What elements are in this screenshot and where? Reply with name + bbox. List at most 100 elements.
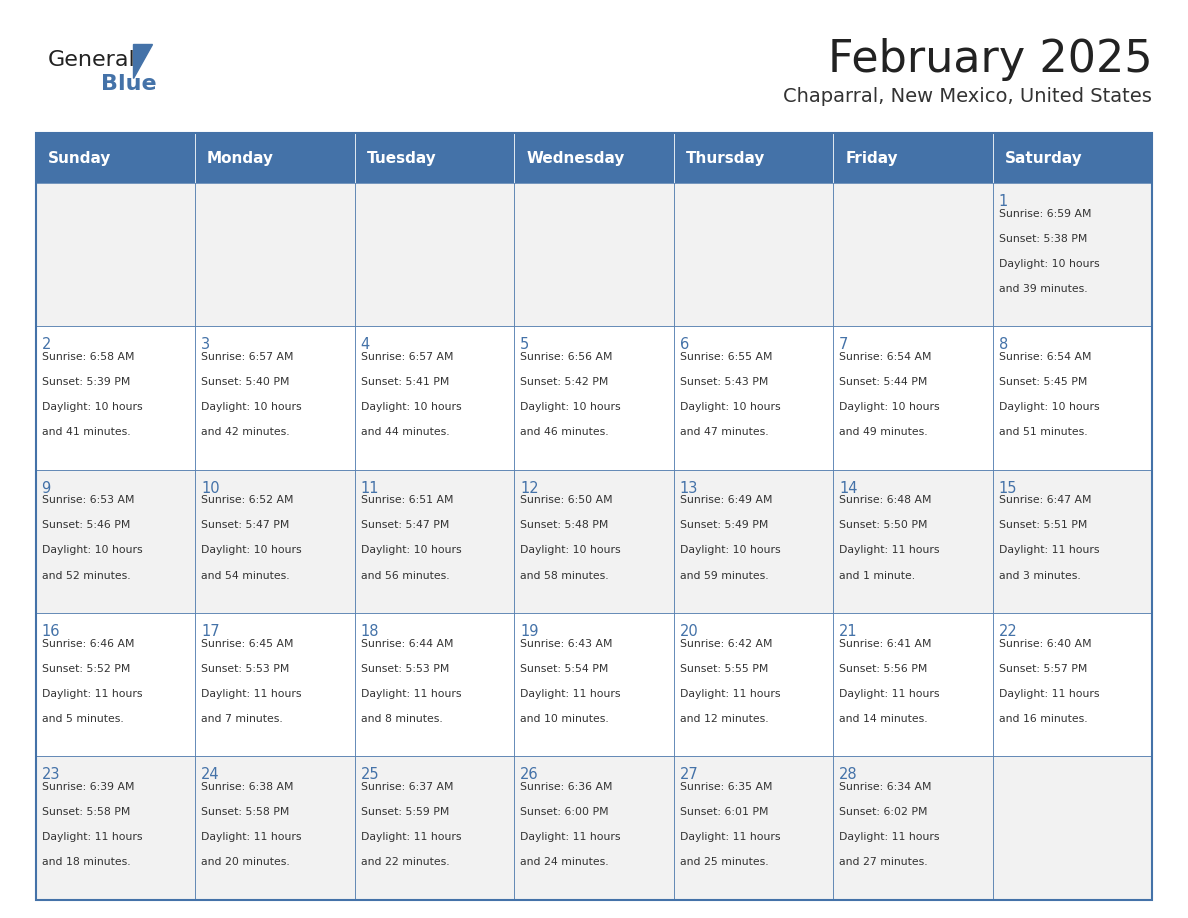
- Text: Sunrise: 6:43 AM: Sunrise: 6:43 AM: [520, 639, 613, 649]
- Text: 13: 13: [680, 481, 699, 496]
- Text: Daylight: 10 hours: Daylight: 10 hours: [839, 402, 940, 412]
- Text: February 2025: February 2025: [828, 39, 1152, 81]
- Text: 11: 11: [361, 481, 379, 496]
- Text: and 12 minutes.: and 12 minutes.: [680, 714, 769, 724]
- Text: and 22 minutes.: and 22 minutes.: [361, 857, 449, 868]
- Text: and 44 minutes.: and 44 minutes.: [361, 427, 449, 437]
- Text: Sunrise: 6:39 AM: Sunrise: 6:39 AM: [42, 782, 134, 792]
- Bar: [674, 613, 833, 756]
- Text: Daylight: 11 hours: Daylight: 11 hours: [42, 688, 143, 699]
- Text: 7: 7: [839, 337, 848, 353]
- Text: Sunrise: 6:55 AM: Sunrise: 6:55 AM: [680, 352, 772, 362]
- Text: Daylight: 11 hours: Daylight: 11 hours: [999, 545, 1099, 555]
- Text: and 10 minutes.: and 10 minutes.: [520, 714, 609, 724]
- Text: Sunset: 5:49 PM: Sunset: 5:49 PM: [680, 521, 769, 531]
- Bar: [833, 133, 993, 183]
- Text: Sunset: 5:54 PM: Sunset: 5:54 PM: [520, 664, 608, 674]
- Bar: [833, 326, 993, 470]
- Bar: [674, 183, 833, 326]
- Text: Daylight: 11 hours: Daylight: 11 hours: [520, 688, 620, 699]
- Bar: [36, 613, 195, 756]
- Text: Sunset: 5:46 PM: Sunset: 5:46 PM: [42, 521, 129, 531]
- Text: Sunset: 5:50 PM: Sunset: 5:50 PM: [839, 521, 928, 531]
- Text: Sunrise: 6:47 AM: Sunrise: 6:47 AM: [999, 496, 1092, 505]
- Text: 24: 24: [201, 767, 220, 782]
- Text: Daylight: 11 hours: Daylight: 11 hours: [361, 833, 461, 842]
- Text: Sunset: 5:55 PM: Sunset: 5:55 PM: [680, 664, 769, 674]
- Text: Daylight: 10 hours: Daylight: 10 hours: [361, 402, 461, 412]
- Text: Sunrise: 6:57 AM: Sunrise: 6:57 AM: [201, 352, 293, 362]
- Text: Daylight: 10 hours: Daylight: 10 hours: [42, 402, 143, 412]
- Text: Sunset: 5:51 PM: Sunset: 5:51 PM: [999, 521, 1087, 531]
- Bar: [195, 326, 355, 470]
- Text: Daylight: 11 hours: Daylight: 11 hours: [680, 833, 781, 842]
- Bar: [514, 470, 674, 613]
- Text: and 20 minutes.: and 20 minutes.: [201, 857, 290, 868]
- Text: 14: 14: [839, 481, 858, 496]
- Text: Sunrise: 6:56 AM: Sunrise: 6:56 AM: [520, 352, 613, 362]
- Text: and 41 minutes.: and 41 minutes.: [42, 427, 131, 437]
- Text: Sunrise: 6:36 AM: Sunrise: 6:36 AM: [520, 782, 613, 792]
- Text: and 49 minutes.: and 49 minutes.: [839, 427, 928, 437]
- Bar: [36, 133, 1152, 900]
- Bar: [355, 756, 514, 900]
- Bar: [355, 183, 514, 326]
- Text: Sunset: 5:40 PM: Sunset: 5:40 PM: [201, 377, 290, 387]
- Text: 15: 15: [999, 481, 1017, 496]
- Text: Daylight: 10 hours: Daylight: 10 hours: [999, 402, 1099, 412]
- Text: Daylight: 11 hours: Daylight: 11 hours: [201, 688, 302, 699]
- Text: Sunrise: 6:54 AM: Sunrise: 6:54 AM: [999, 352, 1092, 362]
- Text: Sunrise: 6:51 AM: Sunrise: 6:51 AM: [361, 496, 453, 505]
- Text: Daylight: 10 hours: Daylight: 10 hours: [42, 545, 143, 555]
- Text: 17: 17: [201, 624, 220, 639]
- Bar: [355, 470, 514, 613]
- Text: Sunrise: 6:50 AM: Sunrise: 6:50 AM: [520, 496, 613, 505]
- Text: Sunset: 5:45 PM: Sunset: 5:45 PM: [999, 377, 1087, 387]
- Bar: [674, 756, 833, 900]
- Text: and 42 minutes.: and 42 minutes.: [201, 427, 290, 437]
- Text: and 51 minutes.: and 51 minutes.: [999, 427, 1087, 437]
- Text: Blue: Blue: [101, 74, 157, 95]
- Text: Monday: Monday: [207, 151, 274, 165]
- Text: Sunset: 6:02 PM: Sunset: 6:02 PM: [839, 807, 928, 817]
- Text: Saturday: Saturday: [1005, 151, 1082, 165]
- Text: Daylight: 10 hours: Daylight: 10 hours: [201, 402, 302, 412]
- Text: and 27 minutes.: and 27 minutes.: [839, 857, 928, 868]
- Text: and 52 minutes.: and 52 minutes.: [42, 571, 131, 580]
- Text: and 14 minutes.: and 14 minutes.: [839, 714, 928, 724]
- Bar: [195, 756, 355, 900]
- Text: Sunrise: 6:57 AM: Sunrise: 6:57 AM: [361, 352, 453, 362]
- Bar: [36, 133, 195, 183]
- Text: 16: 16: [42, 624, 61, 639]
- Text: and 18 minutes.: and 18 minutes.: [42, 857, 131, 868]
- Text: Sunrise: 6:48 AM: Sunrise: 6:48 AM: [839, 496, 931, 505]
- Text: and 56 minutes.: and 56 minutes.: [361, 571, 449, 580]
- Text: Sunset: 5:48 PM: Sunset: 5:48 PM: [520, 521, 608, 531]
- Bar: [674, 470, 833, 613]
- Text: Sunset: 5:44 PM: Sunset: 5:44 PM: [839, 377, 928, 387]
- Text: 8: 8: [999, 337, 1009, 353]
- Text: Daylight: 11 hours: Daylight: 11 hours: [520, 833, 620, 842]
- Bar: [993, 133, 1152, 183]
- Text: Daylight: 11 hours: Daylight: 11 hours: [361, 688, 461, 699]
- Bar: [355, 133, 514, 183]
- Text: Tuesday: Tuesday: [367, 151, 436, 165]
- Bar: [355, 326, 514, 470]
- Text: Sunset: 5:53 PM: Sunset: 5:53 PM: [201, 664, 290, 674]
- Bar: [514, 183, 674, 326]
- Text: Daylight: 11 hours: Daylight: 11 hours: [201, 833, 302, 842]
- Text: Thursday: Thursday: [685, 151, 765, 165]
- Text: and 58 minutes.: and 58 minutes.: [520, 571, 608, 580]
- Text: Daylight: 10 hours: Daylight: 10 hours: [680, 545, 781, 555]
- Bar: [36, 756, 195, 900]
- Text: Sunset: 6:01 PM: Sunset: 6:01 PM: [680, 807, 769, 817]
- Text: Sunrise: 6:35 AM: Sunrise: 6:35 AM: [680, 782, 772, 792]
- Text: 6: 6: [680, 337, 689, 353]
- Text: 18: 18: [361, 624, 379, 639]
- Bar: [674, 326, 833, 470]
- Text: Sunset: 5:56 PM: Sunset: 5:56 PM: [839, 664, 928, 674]
- Text: Daylight: 11 hours: Daylight: 11 hours: [839, 688, 940, 699]
- Text: Sunrise: 6:42 AM: Sunrise: 6:42 AM: [680, 639, 772, 649]
- Text: 1: 1: [999, 194, 1009, 209]
- Text: Wednesday: Wednesday: [526, 151, 625, 165]
